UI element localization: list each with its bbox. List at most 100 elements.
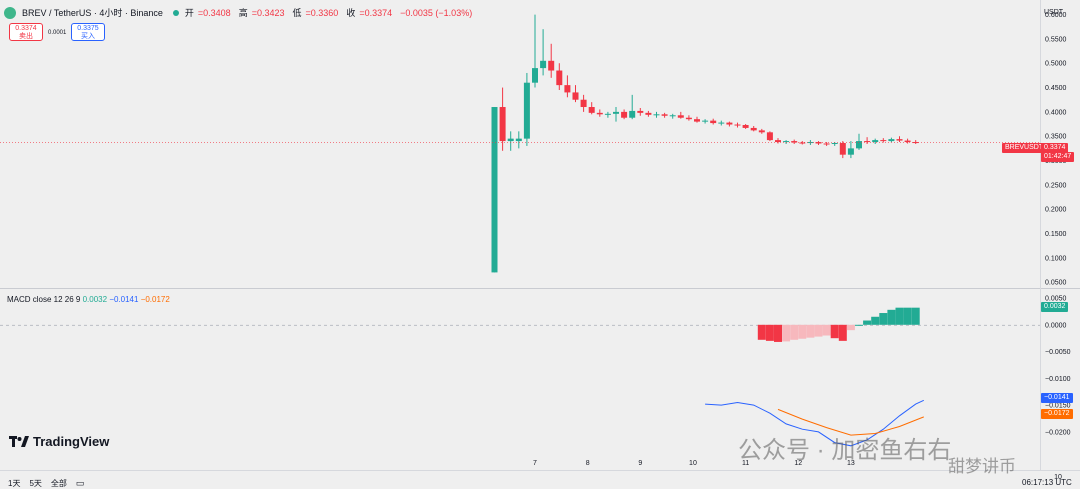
price-tick-label: 0.1500 [1045,231,1067,238]
time-axis-label: 7 [533,460,537,467]
candle-body [758,130,765,133]
price-tick-label: 0.4000 [1045,109,1067,116]
macd-hist-bar [814,324,823,337]
candle-body [847,148,854,155]
macd-legend: MACD close 12 26 9 0.0032 −0.0141 −0.017… [7,295,170,304]
price-tick-label: 0.4500 [1045,85,1067,92]
candle-body [896,139,903,141]
macd-hist-bar [782,324,791,342]
tf-all[interactable]: 全部 [50,479,67,488]
macd-hist-bar [757,324,766,340]
candle-body [742,125,749,128]
candle-body [766,132,773,141]
candle-body [823,143,830,145]
low-value: =0.3360 [305,7,339,18]
candle-body [613,111,619,114]
date-range-icon[interactable]: ▭ [75,478,85,488]
candle-body [507,138,514,142]
candle-body [637,110,644,113]
price-tick-label: 0.5500 [1045,36,1067,43]
price-tick-label: 0.1000 [1045,255,1067,262]
macd-tick-label: −0.0200 [1045,429,1071,436]
time-axis-label: 9 [638,460,642,467]
price-tick-label: 0.6000 [1045,12,1067,19]
macd-hist-bar [871,316,880,325]
time-axis-label: 13 [847,460,855,467]
symbol-header: BREV / TetherUS · 4小时 · Binance 开 =0.3408… [4,6,476,19]
macd-line-value: −0.0141 [109,295,139,304]
close-value: =0.3374 [359,7,393,18]
high-value: =0.3423 [251,7,285,18]
sell-price: 0.3374 [15,25,37,32]
candle-body [685,117,692,120]
candle-body [783,141,790,143]
time-axis-label: 11 [742,460,749,467]
macd-hist-bar [774,324,782,342]
time-axis-label: 10 [689,460,697,467]
macd-hist-tag: 0.0032 [1041,302,1069,312]
buy-button[interactable]: 0.3375 买入 [71,23,105,41]
tf-5d[interactable]: 5天 [29,479,42,488]
spread-value: 0.0001 [48,30,67,36]
macd-hist-bar [838,324,847,341]
watermark-secondary: 甜梦讲币 [948,457,1016,476]
candle-body [718,122,725,124]
candle-body [645,112,652,115]
candle-body [888,139,895,142]
tradingview-logo[interactable]: TradingView [9,434,109,449]
macd-tick-label: −0.0050 [1045,349,1071,356]
candle-body [831,143,838,145]
macd-hist-bar [855,324,863,326]
candle-body [604,113,611,115]
candle-body [540,60,547,69]
candle-body [515,138,522,142]
open-label: 开 [184,8,194,18]
macd-line-tag: −0.0141 [1041,393,1073,403]
macd-hist-bar [863,320,872,325]
macd-hist-bar [806,324,815,338]
candle-body [775,140,781,143]
candle-body [523,82,530,139]
symbol-title[interactable]: BREV / TetherUS · 4小时 · Binance [22,8,163,18]
candle-body [799,142,806,144]
currency-label[interactable]: USDT [1044,9,1064,16]
candle-body [661,114,668,116]
sell-button[interactable]: 0.3374 卖出 [9,23,43,41]
clock[interactable]: 06:17:13 UTC [1022,478,1072,487]
tf-1d[interactable]: 1天 [8,479,21,488]
macd-hist-bar [879,313,888,325]
time-axis-label: 8 [586,460,590,467]
candle-body [491,107,498,273]
time-axis-label: 12 [794,460,802,467]
macd-label[interactable]: MACD close 12 26 9 [7,295,81,304]
macd-tick-label: −0.0150 [1045,403,1071,410]
price-tick-label: 0.3500 [1045,134,1067,141]
high-label: 高 [238,8,248,18]
countdown-tag: 01:42:47 [1041,152,1075,162]
candle-body [653,114,660,116]
macd-hist-bar [830,324,839,339]
macd-signal-tag: −0.0172 [1041,409,1073,419]
candle-body [710,120,717,124]
candle-body [548,60,555,71]
symbol-price-tag: BREVUSDT [1002,143,1047,153]
candle-body [596,112,603,115]
macd-hist-bar [911,307,920,325]
candle-body [815,142,822,144]
change-value: −0.0035 (−1.03%) [400,7,473,18]
candle-body [499,107,506,142]
candle-body [556,70,563,86]
candle-body [694,119,700,122]
candle-body [669,115,676,117]
candle-body [588,107,595,113]
buy-price: 0.3375 [77,25,99,32]
last-price-tag: 0.3374 [1041,143,1069,153]
brand-name: TradingView [33,434,110,449]
macd-line [705,399,925,447]
macd-hist-bar [798,324,807,339]
macd-signal-value: −0.0172 [140,295,170,304]
candle-body [864,141,871,143]
macd-hist-bar [895,307,904,325]
candle-body [904,140,911,143]
